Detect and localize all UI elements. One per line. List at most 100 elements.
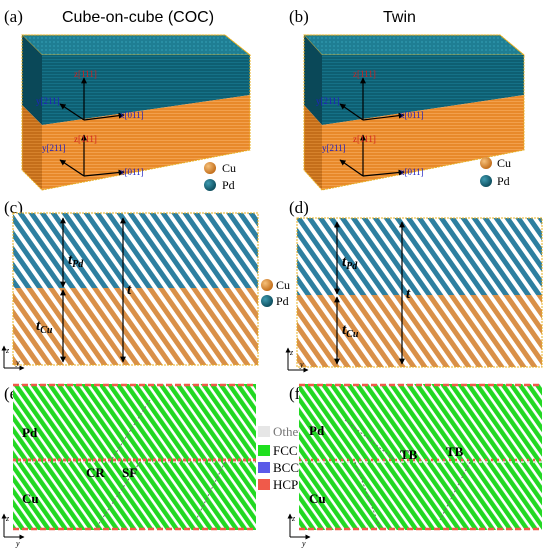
t-total-label: t — [127, 282, 132, 298]
panel-b-label: (b) — [289, 7, 309, 26]
tb-defect-label-2: TB — [446, 444, 464, 459]
legend-hcp-label: HCP — [273, 477, 298, 492]
defect-line — [195, 461, 226, 521]
panel-c: (c) tPd tCu t z y — [1, 198, 259, 371]
axis-y-label: y — [299, 360, 304, 369]
cu-layer-label: Cu — [309, 491, 326, 506]
cu-layer-label: Cu — [22, 491, 39, 506]
axis-y-label: y[211] — [42, 143, 66, 153]
pd-layer-label: Pd — [309, 423, 325, 438]
sf-defect-label: SF — [122, 465, 137, 480]
pd-atom-icon — [261, 295, 273, 307]
legend-fcc-label: FCC — [273, 443, 298, 458]
legend-cu-label: Cu — [276, 278, 290, 292]
pd-block-top-face — [21, 34, 252, 56]
axes-triad-b-top: z[111] y[211] x[011] — [316, 69, 424, 121]
panel-c-label: (c) — [4, 198, 23, 217]
species-legend-middle: Cu Pd — [261, 278, 290, 308]
legend-other-label: Other — [273, 424, 303, 439]
axis-2d-e: z y — [1, 513, 25, 548]
axes-triad-b-bottom: z[111] y[211] x[011] — [322, 134, 424, 177]
t-cu-label: tCu — [342, 322, 359, 340]
legend-pd-label: Pd — [497, 174, 510, 188]
axis-y-label: y[211] — [36, 96, 60, 106]
pd-block-side-face — [22, 35, 42, 125]
cu-block-side-face — [22, 105, 42, 190]
cu-atom-icon — [261, 279, 273, 291]
block-outline — [21, 34, 251, 191]
block-outline — [303, 34, 525, 191]
axes-triad-a-top: z[111] y[211] x[011] — [36, 69, 144, 121]
axis-z-label: z[111] — [353, 134, 376, 144]
panel-b: (b) Twin z[111] y[211] x[011] z[111] y[2… — [289, 7, 526, 191]
axis-z-label: z[111] — [74, 134, 97, 144]
panel-a-label: (a) — [4, 7, 23, 26]
axes-triad-a-bottom: z[111] y[211] x[011] — [42, 134, 144, 177]
pd-atom-icon — [204, 179, 216, 191]
cr-defect-label: CR — [86, 465, 105, 480]
axis-y-label: y[211] — [322, 143, 346, 153]
defect-line — [109, 399, 151, 463]
panel-b-title: Twin — [383, 9, 416, 26]
other-swatch — [258, 426, 270, 437]
axis-x-label: x[011] — [400, 110, 424, 120]
panel-a-title: Cube-on-cube (COC) — [62, 9, 214, 26]
defect-line — [439, 461, 471, 521]
hcp-swatch — [258, 479, 270, 490]
species-legend-b: Cu Pd — [480, 156, 511, 188]
pd-layer-label: Pd — [22, 425, 38, 440]
axis-y-label: y[211] — [316, 96, 340, 106]
axis-y-label: y — [301, 539, 306, 548]
pd-block-side-face — [304, 35, 322, 125]
species-legend-a: Cu Pd — [204, 161, 236, 192]
t-cu-label: tCu — [36, 318, 53, 336]
cu-atom-icon — [480, 157, 492, 169]
defect-line — [95, 461, 141, 529]
panel-f: (f) Pd Cu TB TB z y — [287, 383, 542, 548]
pd-block-front-face — [322, 55, 524, 125]
simulation-box — [296, 217, 543, 368]
legend-bcc-label: BCC — [273, 460, 299, 475]
fcc-swatch — [258, 445, 270, 456]
defect-line — [344, 419, 396, 461]
axis-z-label: z — [5, 514, 10, 523]
axis-y-label: y — [15, 358, 20, 367]
axis-x-label: x[011] — [120, 167, 144, 177]
legend-cu-label: Cu — [497, 156, 511, 170]
axis-x-label: x[011] — [400, 167, 424, 177]
cu-layer — [297, 295, 542, 367]
legend-pd-label: Pd — [222, 178, 235, 192]
panel-d-label: (d) — [289, 198, 309, 217]
panel-a: (a) Cube-on-cube (COC) z[111] y[211] x[0… — [4, 7, 252, 192]
axis-z-label: z — [5, 346, 10, 355]
tb-defect-label-1: TB — [400, 447, 418, 462]
structure-legend: Other FCC BCC HCP — [258, 424, 303, 492]
pd-atom-icon — [480, 175, 492, 187]
axis-2d-c: z y — [1, 345, 25, 371]
simulation-box — [12, 212, 259, 366]
axis-z-label: z[111] — [353, 69, 376, 79]
axis-z-label: z — [291, 514, 296, 523]
bcc-swatch — [258, 462, 270, 473]
pd-block-front-face — [42, 55, 250, 125]
axis-y-label: y — [15, 539, 20, 548]
t-pd-label: tPd — [342, 254, 358, 272]
axis-2d-f: z y — [287, 513, 311, 548]
t-pd-label: tPd — [68, 252, 84, 270]
cu-layer — [13, 288, 258, 365]
pd-layer — [13, 213, 258, 288]
pd-layer — [297, 218, 542, 295]
cu-block-side-face — [304, 105, 322, 190]
fcc-region — [13, 384, 256, 530]
legend-cu-label: Cu — [222, 161, 236, 175]
axis-z-label: z — [289, 348, 294, 357]
axis-2d-d: z y — [285, 347, 309, 373]
t-total-label: t — [406, 286, 411, 302]
cu-atom-icon — [204, 162, 216, 174]
panel-d: (d) tPd tCu t z y — [285, 198, 543, 373]
pd-block-top-face — [303, 34, 526, 56]
legend-pd-label: Pd — [276, 294, 289, 308]
panel-e: (e) Pd Cu CR SF z y — [1, 383, 256, 548]
axis-z-label: z[111] — [74, 69, 97, 79]
